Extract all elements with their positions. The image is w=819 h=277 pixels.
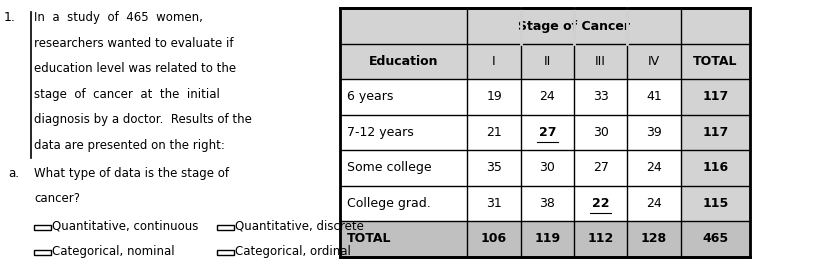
FancyBboxPatch shape — [34, 250, 51, 255]
Text: diagnosis by a doctor.  Results of the: diagnosis by a doctor. Results of the — [34, 113, 252, 126]
Text: 115: 115 — [701, 197, 728, 210]
Text: 41: 41 — [645, 91, 661, 103]
Text: 119: 119 — [534, 232, 559, 245]
Text: III: III — [595, 55, 605, 68]
Text: Quantitative, continuous: Quantitative, continuous — [52, 220, 199, 233]
Text: TOTAL: TOTAL — [692, 55, 737, 68]
Text: What type of data is the stage of: What type of data is the stage of — [34, 167, 229, 180]
Text: 30: 30 — [539, 161, 554, 174]
Text: 1.: 1. — [4, 11, 16, 24]
Text: TOTAL: TOTAL — [346, 232, 391, 245]
Text: researchers wanted to evaluate if: researchers wanted to evaluate if — [34, 37, 233, 50]
Bar — [340, 150, 749, 186]
Bar — [340, 221, 749, 257]
Text: 21: 21 — [486, 126, 501, 139]
Text: 24: 24 — [645, 161, 661, 174]
Text: 112: 112 — [586, 232, 613, 245]
FancyBboxPatch shape — [217, 250, 233, 255]
Text: 116: 116 — [702, 161, 727, 174]
Bar — [680, 150, 749, 186]
Text: 22: 22 — [591, 197, 609, 210]
Text: Categorical, nominal: Categorical, nominal — [52, 245, 175, 258]
Text: 106: 106 — [481, 232, 506, 245]
Text: In  a  study  of  465  women,: In a study of 465 women, — [34, 11, 203, 24]
Text: stage  of  cancer  at  the  initial: stage of cancer at the initial — [34, 88, 220, 101]
Text: II: II — [543, 55, 550, 68]
Bar — [340, 44, 749, 79]
Text: 6 years: 6 years — [346, 91, 393, 103]
Text: Categorical, ordinal: Categorical, ordinal — [235, 245, 351, 258]
Text: 39: 39 — [645, 126, 661, 139]
Text: 19: 19 — [486, 91, 501, 103]
Bar — [680, 186, 749, 221]
Bar — [340, 8, 749, 257]
FancyBboxPatch shape — [34, 225, 51, 230]
Text: 24: 24 — [539, 91, 554, 103]
Text: 31: 31 — [486, 197, 501, 210]
Text: data are presented on the right:: data are presented on the right: — [34, 138, 225, 152]
FancyBboxPatch shape — [217, 225, 233, 230]
Text: cancer?: cancer? — [34, 192, 80, 205]
Text: 35: 35 — [486, 161, 501, 174]
Text: 38: 38 — [539, 197, 554, 210]
Text: 117: 117 — [701, 91, 728, 103]
Text: 117: 117 — [701, 126, 728, 139]
Text: Quantitative, discrete: Quantitative, discrete — [235, 220, 364, 233]
Text: education level was related to the: education level was related to the — [34, 62, 236, 75]
Text: 30: 30 — [592, 126, 608, 139]
Bar — [340, 8, 749, 44]
Text: 465: 465 — [702, 232, 727, 245]
Text: 24: 24 — [645, 197, 661, 210]
Text: I: I — [491, 55, 495, 68]
Text: College grad.: College grad. — [346, 197, 430, 210]
Text: 128: 128 — [640, 232, 666, 245]
Text: Education: Education — [369, 55, 438, 68]
Bar — [680, 115, 749, 150]
Bar — [340, 186, 749, 221]
Bar — [340, 115, 749, 150]
Text: IV: IV — [647, 55, 659, 68]
Text: a.: a. — [8, 167, 19, 180]
Bar — [680, 79, 749, 115]
Text: 33: 33 — [592, 91, 608, 103]
Text: Stage of Cancer: Stage of Cancer — [518, 20, 629, 32]
Text: 27: 27 — [538, 126, 555, 139]
Bar — [340, 79, 749, 115]
Text: 7-12 years: 7-12 years — [346, 126, 413, 139]
Text: Some college: Some college — [346, 161, 431, 174]
Text: 27: 27 — [592, 161, 608, 174]
